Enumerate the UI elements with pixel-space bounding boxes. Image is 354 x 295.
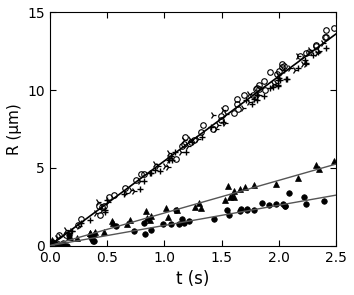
- Y-axis label: R (μm): R (μm): [7, 103, 22, 155]
- X-axis label: t (s): t (s): [176, 270, 210, 288]
